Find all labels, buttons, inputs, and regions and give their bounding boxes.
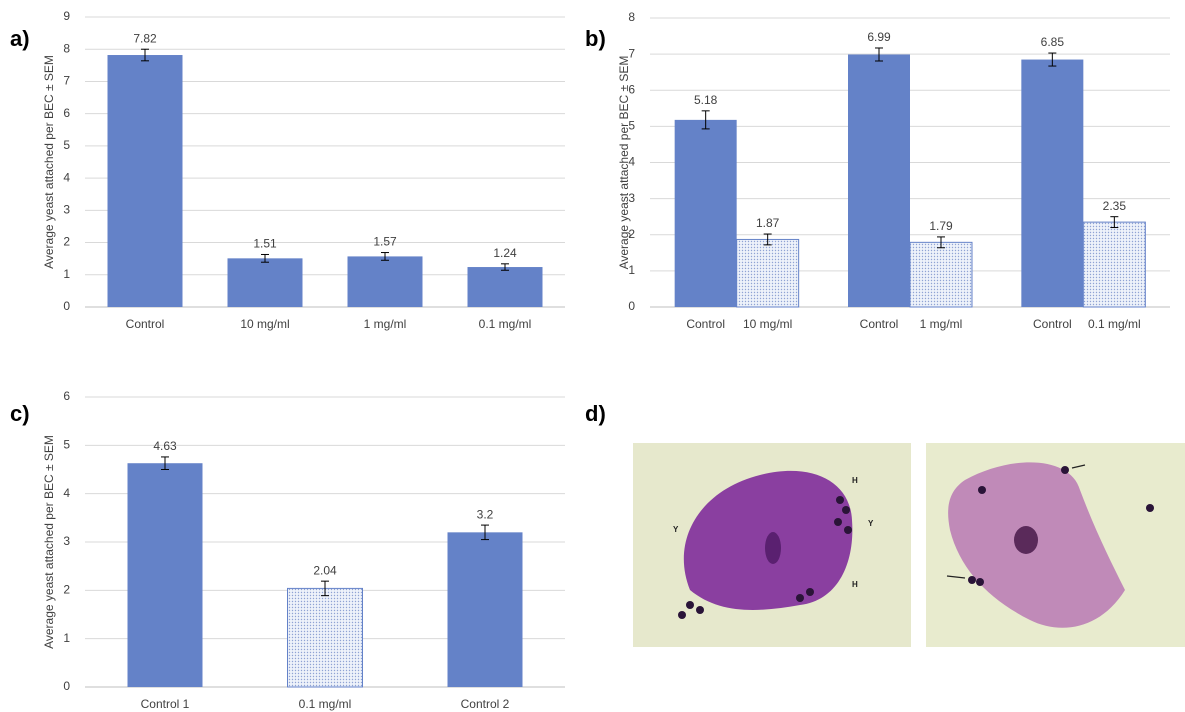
- x-tick-label: Control: [126, 317, 165, 331]
- bar: [127, 463, 203, 687]
- y-tick-label: 4: [63, 170, 70, 184]
- y-tick-label: 2: [63, 583, 70, 597]
- y-tick-label: 1: [628, 263, 635, 277]
- y-axis-title: Average yeast attached per BEC ± SEM: [42, 55, 56, 269]
- y-tick-label: 6: [63, 389, 70, 403]
- y-tick-label: 1: [63, 631, 70, 645]
- y-tick-label: 6: [63, 106, 70, 120]
- panel-label: b): [585, 26, 606, 51]
- y-tick-label: 3: [63, 203, 70, 217]
- y-tick-label: 4: [628, 155, 635, 169]
- y-tick-label: 6: [628, 82, 635, 96]
- bar: [447, 532, 523, 687]
- micrograph-left: H Y Y H: [633, 443, 911, 647]
- y-tick-label: 5: [63, 138, 70, 152]
- x-tick-label: 0.1 mg/ml: [479, 317, 532, 331]
- micrograph-right: [926, 443, 1185, 647]
- y-tick-label: 7: [63, 74, 70, 88]
- y-tick-label: 8: [63, 41, 70, 55]
- value-label: 1.87: [756, 216, 780, 230]
- value-label: 2.04: [313, 563, 337, 577]
- annotation: Y: [868, 519, 874, 528]
- x-tick-label: Control 2: [461, 697, 510, 711]
- x-tick-label: Control: [686, 317, 725, 331]
- value-label: 4.63: [153, 439, 177, 453]
- y-tick-label: 4: [63, 486, 70, 500]
- bar: [107, 55, 183, 308]
- bar: [1021, 59, 1084, 308]
- x-tick-label: 1 mg/ml: [920, 317, 963, 331]
- value-label: 2.35: [1103, 199, 1127, 213]
- y-tick-label: 3: [628, 191, 635, 205]
- bar: [848, 54, 910, 307]
- value-label: 3.2: [477, 507, 494, 521]
- bar: [736, 238, 800, 308]
- value-label: 1.24: [493, 246, 517, 260]
- bar: [227, 258, 303, 307]
- y-tick-label: 5: [63, 438, 70, 452]
- value-label: 1.51: [253, 237, 277, 251]
- bar: [347, 256, 423, 307]
- y-tick-label: 3: [63, 534, 70, 548]
- bar: [287, 587, 363, 688]
- y-tick-label: 5: [628, 119, 635, 133]
- x-tick-label: 10 mg/ml: [240, 317, 289, 331]
- y-tick-label: 0: [628, 299, 635, 313]
- x-tick-label: 0.1 mg/ml: [1088, 317, 1141, 331]
- panel-label: d): [585, 401, 606, 426]
- x-tick-label: 10 mg/ml: [743, 317, 792, 331]
- value-label: 1.57: [373, 235, 397, 249]
- y-axis-title: Average yeast attached per BEC ± SEM: [617, 56, 631, 270]
- y-tick-label: 2: [63, 235, 70, 249]
- y-tick-label: 7: [628, 46, 635, 60]
- bar: [1082, 221, 1146, 308]
- x-tick-label: 0.1 mg/ml: [299, 697, 352, 711]
- y-tick-label: 9: [63, 9, 70, 23]
- value-label: 1.79: [929, 219, 953, 233]
- annotation: H: [852, 580, 858, 589]
- y-tick-label: 0: [63, 299, 70, 313]
- y-tick-label: 1: [63, 267, 70, 281]
- x-tick-label: Control: [1033, 317, 1072, 331]
- y-axis-title: Average yeast attached per BEC ± SEM: [42, 435, 56, 649]
- y-tick-label: 2: [628, 227, 635, 241]
- x-tick-label: Control 1: [141, 697, 190, 711]
- value-label: 6.85: [1041, 35, 1065, 49]
- y-tick-label: 8: [628, 10, 635, 24]
- x-tick-label: Control: [860, 317, 899, 331]
- bar: [909, 241, 973, 308]
- value-label: 7.82: [133, 31, 157, 45]
- bar: [674, 119, 737, 307]
- panel-label: a): [10, 26, 30, 51]
- value-label: 6.99: [867, 30, 891, 44]
- panel-label: c): [10, 401, 30, 426]
- value-label: 5.18: [694, 93, 718, 107]
- y-tick-label: 0: [63, 679, 70, 693]
- bar: [467, 267, 543, 307]
- x-tick-label: 1 mg/ml: [364, 317, 407, 331]
- annotation: Y: [673, 525, 679, 534]
- annotation: H: [852, 476, 858, 485]
